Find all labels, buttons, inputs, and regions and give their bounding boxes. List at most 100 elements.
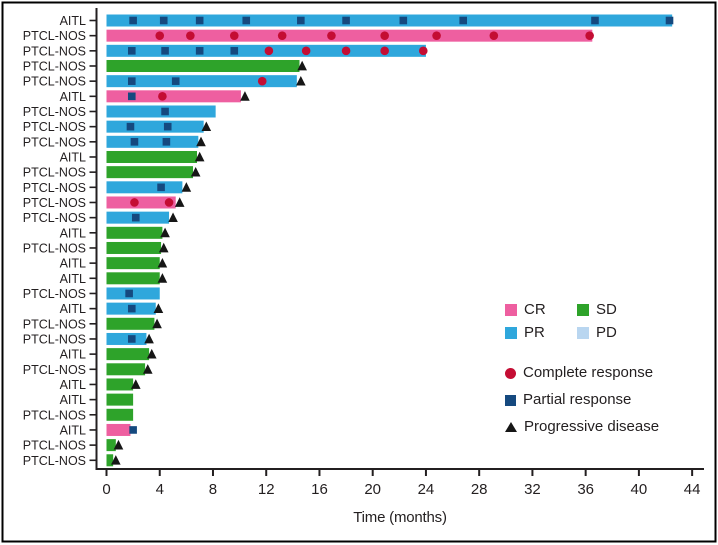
x-tick-label: 28 bbox=[471, 481, 488, 498]
x-tick-label: 0 bbox=[102, 481, 110, 498]
complete-response-icon bbox=[432, 31, 441, 40]
row-label: PTCL-NOS bbox=[23, 181, 86, 195]
swimmer-bar-sd bbox=[106, 272, 160, 285]
x-tick-label: 16 bbox=[311, 481, 328, 498]
x-tick-label: 4 bbox=[156, 481, 164, 498]
swimmer-bar-sd bbox=[106, 348, 150, 361]
row-label: AITL bbox=[60, 257, 86, 271]
partial-response-icon bbox=[665, 16, 674, 25]
swimmer-bar-sd bbox=[106, 393, 134, 406]
row-label: PTCL-NOS bbox=[23, 196, 86, 210]
x-axis-title: Time (months) bbox=[353, 509, 447, 526]
partial-response-icon bbox=[591, 16, 599, 25]
row-label: PTCL-NOS bbox=[23, 166, 86, 180]
complete-response-icon bbox=[380, 46, 389, 56]
legend-label-complete-response: Complete response bbox=[523, 364, 654, 381]
swimmer-bar-pr bbox=[106, 135, 199, 148]
partial-response-icon bbox=[127, 92, 136, 101]
row-label: AITL bbox=[60, 14, 86, 28]
legend-item-pr: PR bbox=[505, 324, 577, 341]
swimmer-bar-pr bbox=[106, 75, 297, 88]
row-label: AITL bbox=[60, 90, 86, 104]
progressive-disease-icon bbox=[190, 166, 201, 177]
x-tick-label: 12 bbox=[258, 481, 275, 498]
complete-response-icon bbox=[229, 31, 239, 40]
row-label: PTCL-NOS bbox=[23, 44, 86, 58]
progressive-disease-icon bbox=[157, 273, 168, 283]
complete-response-icon bbox=[164, 198, 174, 207]
partial-response-icon bbox=[195, 47, 204, 55]
swimmer-bar-pr bbox=[106, 181, 183, 194]
swimmer-bar-sd bbox=[106, 257, 160, 270]
partial-response-icon bbox=[342, 16, 350, 25]
complete-response-icon bbox=[277, 31, 287, 40]
legend-label-partial-response: Partial response bbox=[523, 391, 632, 408]
cr-swatch-icon bbox=[505, 304, 517, 316]
partial-response-icon bbox=[162, 138, 171, 146]
legend-label-pr: PR bbox=[524, 324, 545, 341]
swimmer-bar-cr bbox=[106, 423, 131, 436]
row-label: AITL bbox=[60, 378, 86, 392]
progressive-disease-icon bbox=[153, 303, 164, 314]
row-label: AITL bbox=[60, 302, 86, 316]
progressive-disease-legend-icon bbox=[505, 422, 517, 432]
partial-response-icon bbox=[159, 16, 168, 25]
legend-label-pd: PD bbox=[596, 324, 617, 341]
response-legend: CR SD PR PD bbox=[505, 301, 617, 341]
partial-response-icon bbox=[131, 213, 140, 222]
complete-response-icon bbox=[155, 31, 165, 40]
marker-legend: Complete response Partial response Progr… bbox=[505, 364, 660, 435]
legend-label-progressive-disease: Progressive disease bbox=[524, 418, 660, 435]
complete-response-icon bbox=[380, 31, 389, 40]
swimmer-bar-sd bbox=[106, 166, 194, 179]
legend-item-cr: CR bbox=[505, 301, 577, 318]
partial-response-icon bbox=[157, 183, 165, 192]
complete-response-icon bbox=[186, 31, 195, 40]
row-label: PTCL-NOS bbox=[23, 332, 86, 346]
swimmer-bar-sd bbox=[106, 454, 114, 467]
row-label: AITL bbox=[60, 393, 86, 407]
partial-response-icon bbox=[195, 16, 204, 25]
row-label: PTCL-NOS bbox=[23, 75, 86, 89]
partial-response-icon bbox=[161, 107, 169, 116]
partial-response-icon bbox=[127, 335, 136, 343]
legend-item-progressive-disease: Progressive disease bbox=[505, 418, 660, 435]
swimmer-bar-pr bbox=[106, 14, 673, 27]
partial-response-icon bbox=[297, 16, 305, 25]
complete-response-icon bbox=[264, 46, 274, 56]
partial-response-icon bbox=[242, 16, 251, 25]
x-tick-label: 20 bbox=[364, 481, 381, 498]
progressive-disease-icon bbox=[157, 257, 168, 268]
row-label: PTCL-NOS bbox=[23, 241, 86, 255]
progressive-disease-icon bbox=[194, 151, 205, 162]
swimmer-bar-sd bbox=[106, 241, 162, 254]
row-label: PTCL-NOS bbox=[23, 59, 86, 73]
swimmer-bar-pr bbox=[106, 120, 204, 133]
complete-response-icon bbox=[301, 46, 311, 56]
legend-label-sd: SD bbox=[596, 301, 617, 318]
swimmer-bar-sd bbox=[106, 439, 116, 452]
row-label: PTCL-NOS bbox=[23, 29, 86, 43]
swimmer-bar-sd bbox=[106, 378, 134, 391]
row-label: AITL bbox=[60, 150, 86, 164]
progressive-disease-icon bbox=[196, 136, 206, 147]
complete-response-icon bbox=[257, 76, 267, 86]
progressive-disease-icon bbox=[130, 379, 141, 389]
partial-response-icon bbox=[161, 47, 169, 55]
legend-item-pd: PD bbox=[577, 324, 617, 341]
row-label: AITL bbox=[60, 348, 86, 362]
partial-response-icon bbox=[127, 304, 136, 313]
complete-response-icon bbox=[158, 92, 167, 101]
x-tick-label: 32 bbox=[524, 481, 541, 498]
partial-response-icon bbox=[399, 16, 408, 25]
legend-item-partial-response: Partial response bbox=[505, 391, 659, 408]
x-tick-label: 8 bbox=[209, 481, 217, 498]
progressive-disease-icon bbox=[142, 364, 153, 374]
swimmer-bar-sd bbox=[106, 59, 300, 72]
progressive-disease-icon bbox=[168, 212, 178, 223]
partial-response-icon bbox=[171, 77, 180, 85]
progressive-disease-icon bbox=[297, 60, 307, 71]
legend-item-complete-response: Complete response bbox=[505, 364, 659, 381]
legend-label-cr: CR bbox=[524, 301, 546, 318]
